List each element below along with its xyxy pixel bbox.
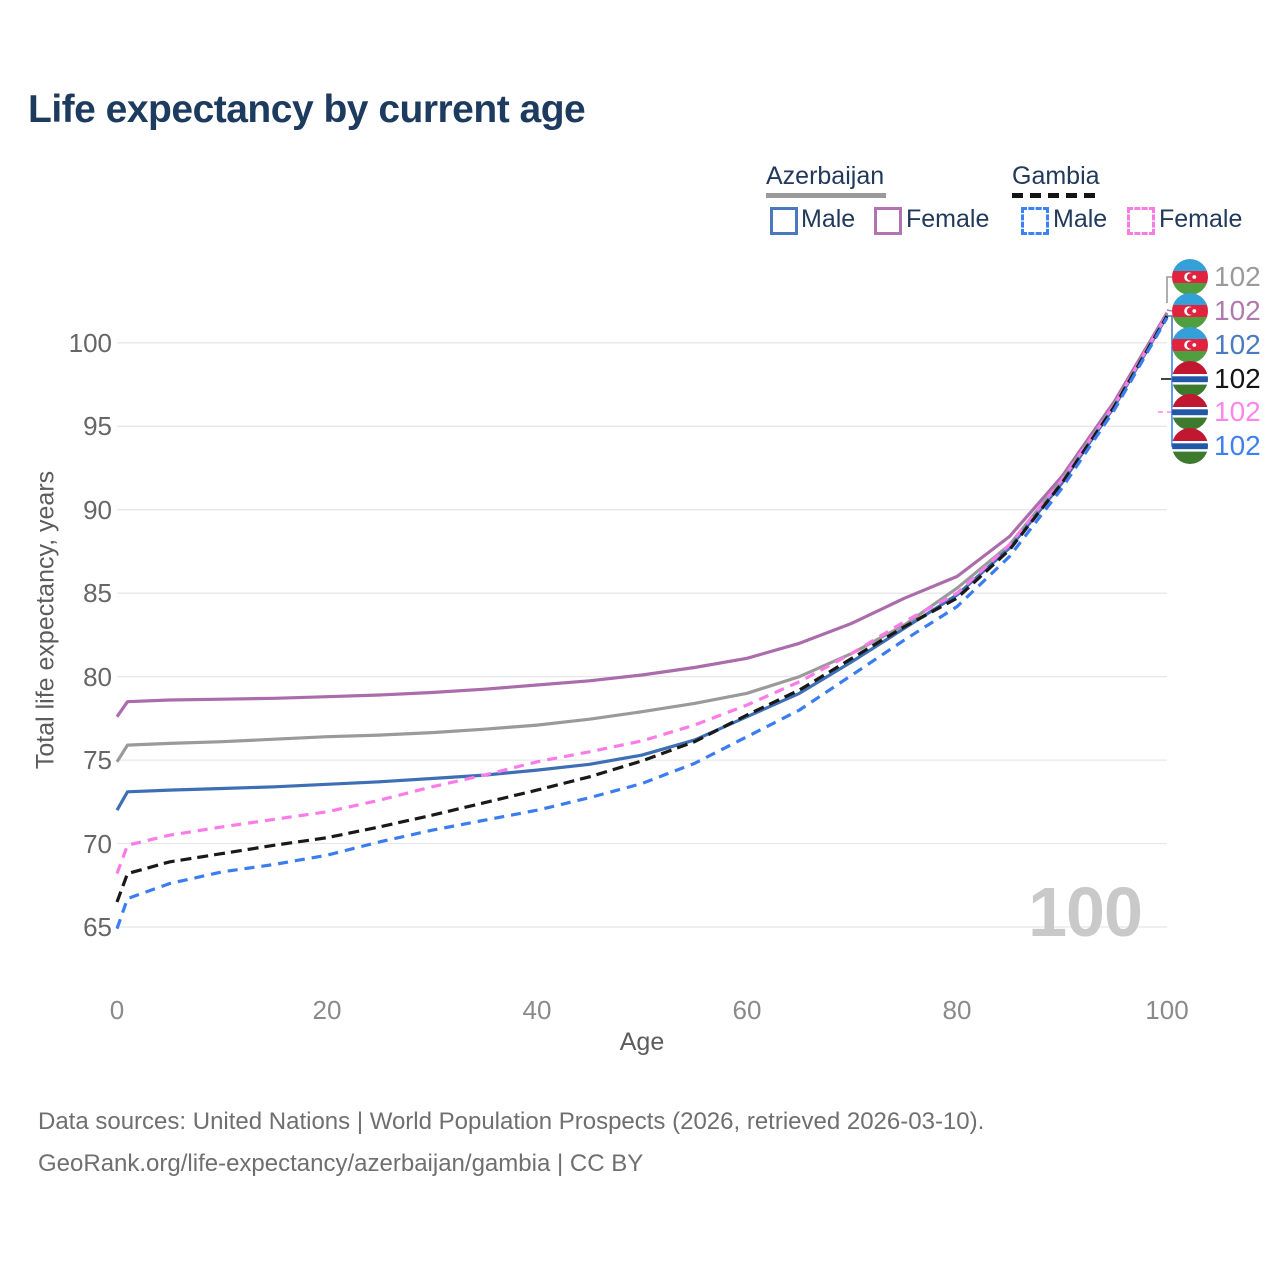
y-tick-label: 65 [83, 912, 112, 942]
azerbaijan-female-swatch[interactable] [874, 207, 902, 235]
series-line-azerbaijan-both [115, 313, 1169, 763]
series-line-gambia-male [115, 317, 1169, 930]
gambia-flag-icon [1172, 361, 1208, 397]
y-tick-label: 70 [83, 828, 112, 859]
y-axis-title: Total life expectancy, years [31, 470, 60, 770]
legend-group-gambia-label[interactable]: Gambia [1012, 162, 1100, 190]
azerbaijan-flag-icon [1172, 327, 1208, 363]
gambia-flag-icon [1172, 394, 1208, 430]
x-axis-title: Age [619, 1028, 665, 1056]
end-label-azerbaijan: 102 [1172, 259, 1261, 295]
end-label-azerbaijan: 102 [1172, 327, 1261, 363]
azerbaijan-female-label[interactable]: Female [906, 205, 990, 233]
x-tick-label: 80 [942, 995, 972, 1025]
legend-group-azerbaijan-label[interactable]: Azerbaijan [766, 162, 885, 190]
end-label-gambia: 102 [1172, 428, 1261, 464]
y-tick-label: 95 [83, 411, 112, 442]
series-line-gambia-female [115, 313, 1169, 875]
azerbaijan-flag-icon [1172, 259, 1208, 295]
x-tick-label: 60 [732, 995, 762, 1025]
end-value: 102 [1214, 295, 1261, 326]
azerbaijan-male-swatch[interactable] [770, 207, 798, 235]
y-tick-label: 100 [68, 327, 112, 358]
leader-line [1166, 276, 1172, 303]
y-tick-label: 75 [83, 745, 112, 776]
azerbaijan-flag-icon [1172, 293, 1208, 329]
y-tick-label: 80 [83, 661, 112, 692]
end-value: 102 [1214, 261, 1261, 292]
gambia-male-label[interactable]: Male [1053, 205, 1108, 233]
gambia-female-swatch[interactable] [1127, 207, 1155, 235]
series-line-azerbaijan-female [115, 311, 1169, 718]
y-tick-label: 85 [83, 578, 112, 609]
x-tick-label: 100 [1145, 995, 1189, 1025]
x-tick-label: 40 [522, 995, 552, 1025]
gambia-dashed-line-swatch [1012, 193, 1102, 198]
end-label-azerbaijan: 102 [1172, 293, 1261, 329]
azerbaijan-solid-line-swatch [766, 193, 886, 198]
end-value: 102 [1214, 329, 1261, 360]
end-label-gambia: 102 [1172, 361, 1261, 397]
x-tick-label: 0 [109, 995, 125, 1025]
end-label-gambia: 102 [1172, 394, 1261, 430]
attribution-link-text: GeoRank.org/life-expectancy/azerbaijan/g… [38, 1150, 644, 1177]
age-watermark: 100 [1028, 873, 1143, 951]
gambia-male-swatch[interactable] [1021, 207, 1049, 235]
gambia-female-label[interactable]: Female [1159, 205, 1243, 233]
page-title: Life expectancy by current age [28, 88, 586, 131]
gambia-flag-icon [1172, 428, 1208, 464]
end-value: 102 [1214, 430, 1261, 461]
data-sources-text: Data sources: United Nations | World Pop… [38, 1108, 985, 1135]
x-tick-label: 20 [312, 995, 342, 1025]
y-tick-label: 90 [83, 494, 112, 525]
end-value: 102 [1214, 396, 1261, 427]
azerbaijan-male-label[interactable]: Male [801, 205, 856, 233]
leader-line [1166, 309, 1173, 312]
series-line-gambia-both [115, 315, 1169, 903]
end-value: 102 [1214, 363, 1261, 394]
series-line-azerbaijan-male [115, 315, 1169, 811]
